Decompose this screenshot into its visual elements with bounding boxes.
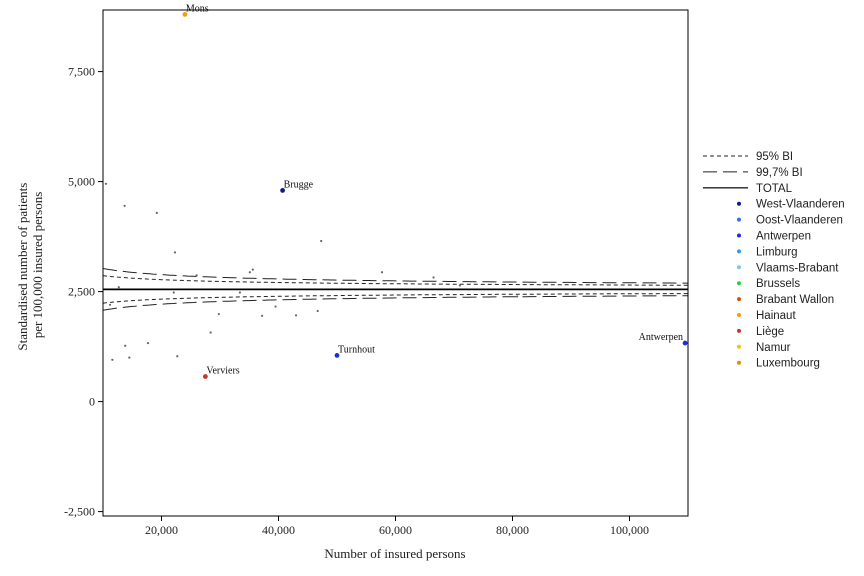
legend-line-label-1: 99,7% BI	[756, 167, 803, 179]
legend-line-label-2: TOTAL	[756, 183, 793, 195]
legend-marker-label-1: Oost-Vlaanderen	[756, 215, 843, 227]
data-point-25	[458, 284, 461, 287]
annotation-mons: Mons	[186, 3, 209, 14]
legend-marker-label-9: Namur	[756, 342, 791, 354]
data-point-18	[261, 314, 264, 317]
legend: 95% BI 99,7% BI TOTAL West-Vlaanderen Oost-V…	[703, 151, 845, 370]
data-point-10	[176, 355, 179, 358]
data-point-23	[380, 271, 384, 274]
y-tick-label-2: 2,500	[68, 285, 95, 299]
data-point-3	[117, 286, 120, 289]
data-point-2	[111, 358, 114, 361]
legend-line-label-0: 95% BI	[756, 151, 793, 163]
data-point-20	[294, 314, 298, 317]
data-point-7	[146, 341, 150, 345]
x-axis-title: Number of insured persons	[324, 546, 465, 561]
ci997-upper-limit	[103, 268, 688, 284]
data-point-4	[123, 204, 126, 207]
x-tick-label-0: 20,000	[145, 523, 178, 537]
data-point-6	[124, 344, 127, 347]
highlight-point-turnhout	[334, 353, 340, 358]
y-axis-title-line-2: per 100,000 insured persons	[30, 192, 45, 339]
legend-marker-8	[737, 328, 741, 333]
data-point-0	[104, 182, 108, 185]
y-axis-title-line-1: Standardised number of patients	[15, 183, 30, 351]
legend-marker-label-2: Antwerpen	[756, 231, 811, 243]
highlight-point-verviers	[202, 374, 208, 379]
legend-marker-6	[737, 297, 741, 302]
legend-marker-label-10: Luxembourg	[756, 358, 820, 370]
data-point-16	[248, 271, 251, 274]
legend-marker-2	[737, 233, 741, 238]
plot-area: Mons Brugge Turnhout Verviers Antwerpen	[103, 3, 688, 379]
highlight-point-brugge	[280, 188, 285, 193]
data-point-24	[432, 276, 435, 279]
legend-marker-3	[737, 249, 741, 254]
legend-marker-9	[737, 344, 741, 349]
annotation-brugge: Brugge	[284, 179, 314, 190]
highlight-point-antwerpen	[682, 340, 688, 346]
legend-marker-label-5: Brussels	[756, 278, 800, 290]
legend-marker-10	[737, 360, 741, 365]
y-tick-label-4: 7,500	[68, 65, 95, 79]
annotation-verviers: Verviers	[206, 366, 239, 377]
y-axis-title: Standardised number of patients per 100,…	[15, 179, 45, 350]
x-tick-label-1: 40,000	[262, 523, 295, 537]
ci997-lower-limit	[103, 295, 688, 311]
data-point-5	[128, 356, 131, 359]
annotation-antwerpen: Antwerpen	[639, 332, 683, 343]
legend-marker-label-4: Vlaams-Brabant	[756, 262, 839, 274]
data-point-17	[251, 268, 254, 271]
data-point-21	[316, 309, 319, 313]
legend-marker-label-8: Liège	[756, 326, 784, 338]
legend-marker-4	[737, 265, 741, 270]
legend-marker-1	[737, 217, 741, 222]
data-point-9	[173, 251, 177, 254]
data-point-8	[155, 211, 158, 214]
data-point-12	[195, 274, 198, 277]
y-tick-label-1: 0	[89, 395, 95, 409]
x-tick-label-3: 80,000	[496, 523, 529, 537]
y-tick-label-0: -2,500	[64, 505, 95, 519]
highlight-point-mons	[182, 12, 188, 17]
legend-marker-0	[737, 201, 741, 206]
legend-marker-5	[737, 281, 741, 286]
data-point-13	[209, 331, 212, 334]
data-point-22	[320, 239, 323, 243]
x-tick-label-2: 60,000	[379, 523, 412, 537]
curves	[103, 268, 688, 311]
data-point-19	[274, 305, 277, 308]
data-point-15	[238, 291, 241, 294]
data-point-14	[217, 312, 220, 316]
legend-marker-label-6: Brabant Wallon	[756, 294, 834, 306]
y-tick-label-3: 5,000	[68, 175, 95, 189]
annotation-turnhout: Turnhout	[338, 344, 375, 355]
legend-marker-label-3: Limburg	[756, 246, 798, 258]
data-point-1	[108, 303, 112, 306]
data-point-26	[516, 295, 519, 298]
x-tick-label-4: 100,000	[610, 523, 649, 537]
legend-marker-label-0: West-Vlaanderen	[756, 199, 845, 211]
legend-marker-label-7: Hainaut	[756, 310, 796, 322]
axes: 20,000 40,000 60,000 80,000 100,000 -2,500 0 2,…	[64, 9, 689, 537]
legend-marker-7	[737, 313, 741, 317]
data-point-11	[172, 291, 175, 294]
